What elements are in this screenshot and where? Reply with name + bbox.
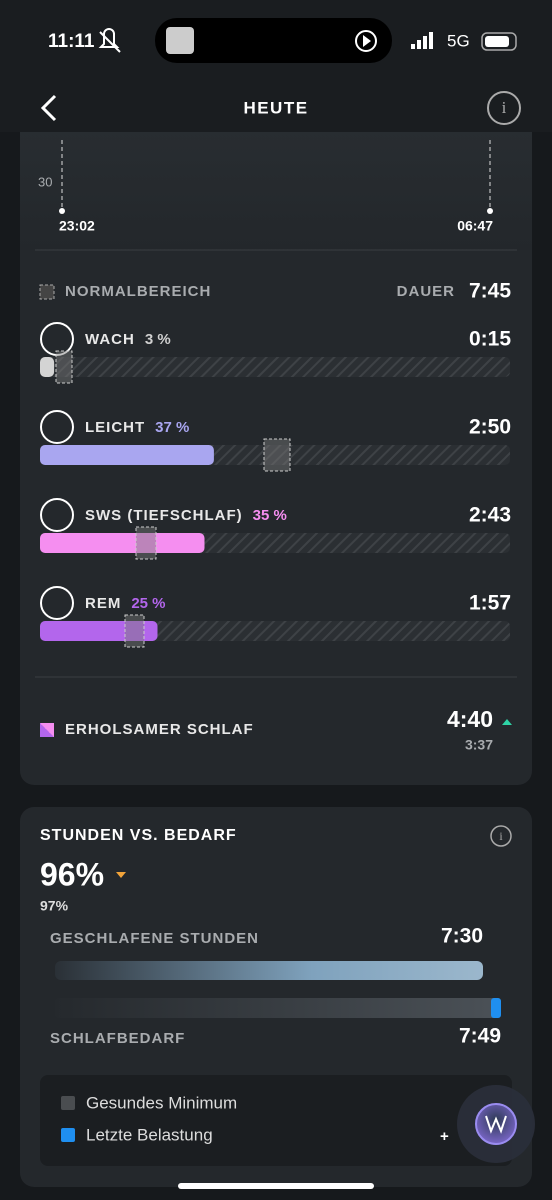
stage-track: [40, 357, 510, 377]
normal-range: [124, 614, 145, 648]
hours-title: STUNDEN VS. BEDARF: [40, 827, 237, 844]
start-dot: [59, 208, 65, 214]
stage-share: 3 %: [145, 331, 171, 348]
stage-time: 1:57: [469, 592, 511, 615]
legend-box: [40, 1075, 512, 1166]
stage-name: LEICHT: [85, 419, 145, 436]
duration: 7:45: [469, 280, 511, 303]
restorative-label: ERHOLSAMER SCHLAF: [65, 721, 254, 738]
need-bar: [55, 998, 501, 1018]
stages: WACH 3 % 0:15 LEICHT 37 % 2:50 SWS (TIEFSCHLAF…: [40, 322, 511, 648]
stage-bar: [40, 357, 55, 377]
restorative-value: 4:40: [447, 706, 493, 732]
stage-name: REM: [85, 595, 121, 612]
slept-bar: [55, 961, 483, 980]
info-button[interactable]: i: [487, 91, 521, 125]
stage-bar: [40, 621, 158, 641]
signal-icon: [411, 32, 433, 49]
normal-label: NORMALBEREICH: [65, 283, 211, 300]
mute-icon: [98, 28, 121, 53]
home-indicator: [178, 1183, 374, 1189]
legend-swatch: [61, 1096, 75, 1110]
legend-item: Letzte Belastung: [86, 1125, 213, 1144]
stage-share: 35 %: [253, 507, 287, 524]
need-value: 7:49: [459, 1025, 501, 1048]
trend-up: [502, 719, 512, 725]
assistant-button[interactable]: [457, 1085, 535, 1163]
legend-item: Gesundes Minimum: [86, 1093, 237, 1112]
restorative-icon: [40, 723, 54, 737]
battery: [481, 32, 517, 51]
stage-time: 0:15: [469, 328, 511, 351]
sleep-card: [20, 90, 532, 785]
back-button[interactable]: [40, 94, 57, 122]
stage-share: 25 %: [131, 595, 165, 612]
dynamic-island: [155, 18, 392, 63]
stage-time: 2:43: [469, 504, 511, 527]
restorative-previous: 3:37: [465, 737, 493, 753]
info-button[interactable]: i: [490, 825, 512, 847]
hours-previous: 97%: [40, 898, 69, 914]
stage-time: 2:50: [469, 416, 511, 439]
trend-down: [116, 872, 126, 878]
stage-toggle[interactable]: [40, 498, 74, 532]
album-art: [166, 27, 194, 54]
legend-swatch: [61, 1128, 75, 1142]
stage-share: 37 %: [155, 419, 189, 436]
y-label: 30: [38, 174, 52, 189]
slept-label: GESCHLAFENE STUNDEN: [50, 930, 259, 947]
end-time: 06:47: [457, 218, 493, 234]
clock: 11:11: [48, 31, 95, 52]
play-triangle: [363, 35, 371, 47]
normal-icon: [39, 284, 55, 300]
stage-toggle[interactable]: [40, 410, 74, 444]
stage-toggle[interactable]: [40, 586, 74, 620]
end-dot: [487, 208, 493, 214]
normal-range: [263, 438, 291, 472]
hours-value: 96%: [40, 856, 104, 892]
stage-name: WACH: [85, 331, 135, 348]
stage-name: SWS (TIEFSCHLAF): [85, 507, 243, 524]
network: 5G: [447, 31, 470, 50]
normal-range: [135, 526, 157, 560]
duration-label: DAUER: [397, 283, 455, 300]
need-label: SCHLAFBEDARF: [50, 1030, 185, 1047]
play-icon: [355, 30, 377, 52]
stage-toggle[interactable]: [40, 322, 74, 356]
svg-text:i: i: [499, 829, 503, 843]
stage-bar: [40, 533, 205, 553]
start-time: 23:02: [59, 218, 95, 234]
normal-range: [55, 350, 73, 384]
stage-bar: [40, 445, 214, 465]
legend-value: +: [440, 1128, 449, 1145]
svg-text:i: i: [502, 98, 507, 117]
strain-cap: [491, 998, 501, 1018]
battery-level: [485, 36, 509, 47]
page-title: HEUTE: [243, 98, 308, 117]
slept-value: 7:30: [441, 925, 483, 948]
